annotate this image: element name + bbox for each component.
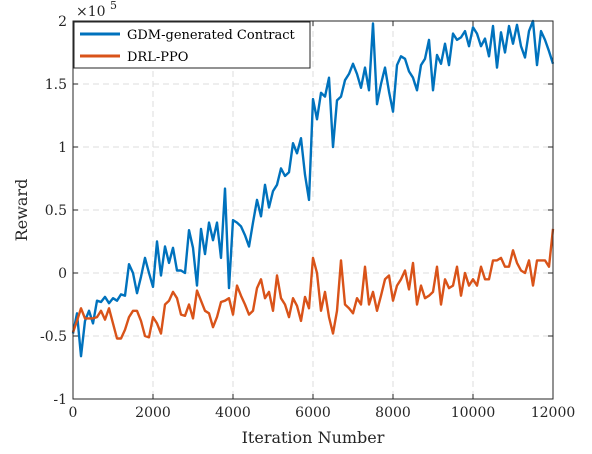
- y-exponent-base: ×10: [76, 4, 106, 20]
- y-exponent-label: ×10 5: [76, 0, 117, 20]
- axis-ticks: [72, 20, 554, 400]
- y-exponent-power: 5: [110, 0, 117, 12]
- series-layer: [71, 19, 555, 358]
- x-tick-label: 12000: [531, 405, 576, 421]
- y-tick-label: 2: [58, 14, 67, 30]
- y-tick-label: 0: [58, 266, 67, 282]
- x-tick-label: 6000: [295, 405, 331, 421]
- legend-label-gdm: GDM-generated Contract: [127, 28, 296, 43]
- y-tick-label: 1.5: [45, 77, 67, 93]
- y-axis-label: Reward: [12, 179, 31, 242]
- x-tick-label: 0: [69, 405, 78, 421]
- x-tick-label: 4000: [215, 405, 251, 421]
- x-tick-label: 10000: [451, 405, 496, 421]
- legend-label-drl-ppo: DRL-PPO: [127, 50, 188, 65]
- y-tick-label: 0.5: [45, 203, 67, 219]
- y-tick-label: -1: [53, 392, 67, 408]
- legend: GDM-generated Contract DRL-PPO: [73, 21, 311, 69]
- y-tick-label: 1: [58, 140, 67, 156]
- x-tick-label: 2000: [135, 405, 171, 421]
- y-tick-label: -0.5: [40, 329, 67, 345]
- series-line-drl-ppo: [71, 228, 555, 340]
- legend-box: [73, 21, 311, 69]
- x-axis-label: Iteration Number: [242, 428, 385, 447]
- grid-lines: [73, 21, 553, 399]
- x-tick-label: 8000: [375, 405, 411, 421]
- tick-labels: 0 2000 4000 6000 8000 10000 12000 -1 -0.5 0 0.5 1 1.…: [40, 14, 575, 421]
- series-line-gdm-generated-contract: [71, 19, 555, 358]
